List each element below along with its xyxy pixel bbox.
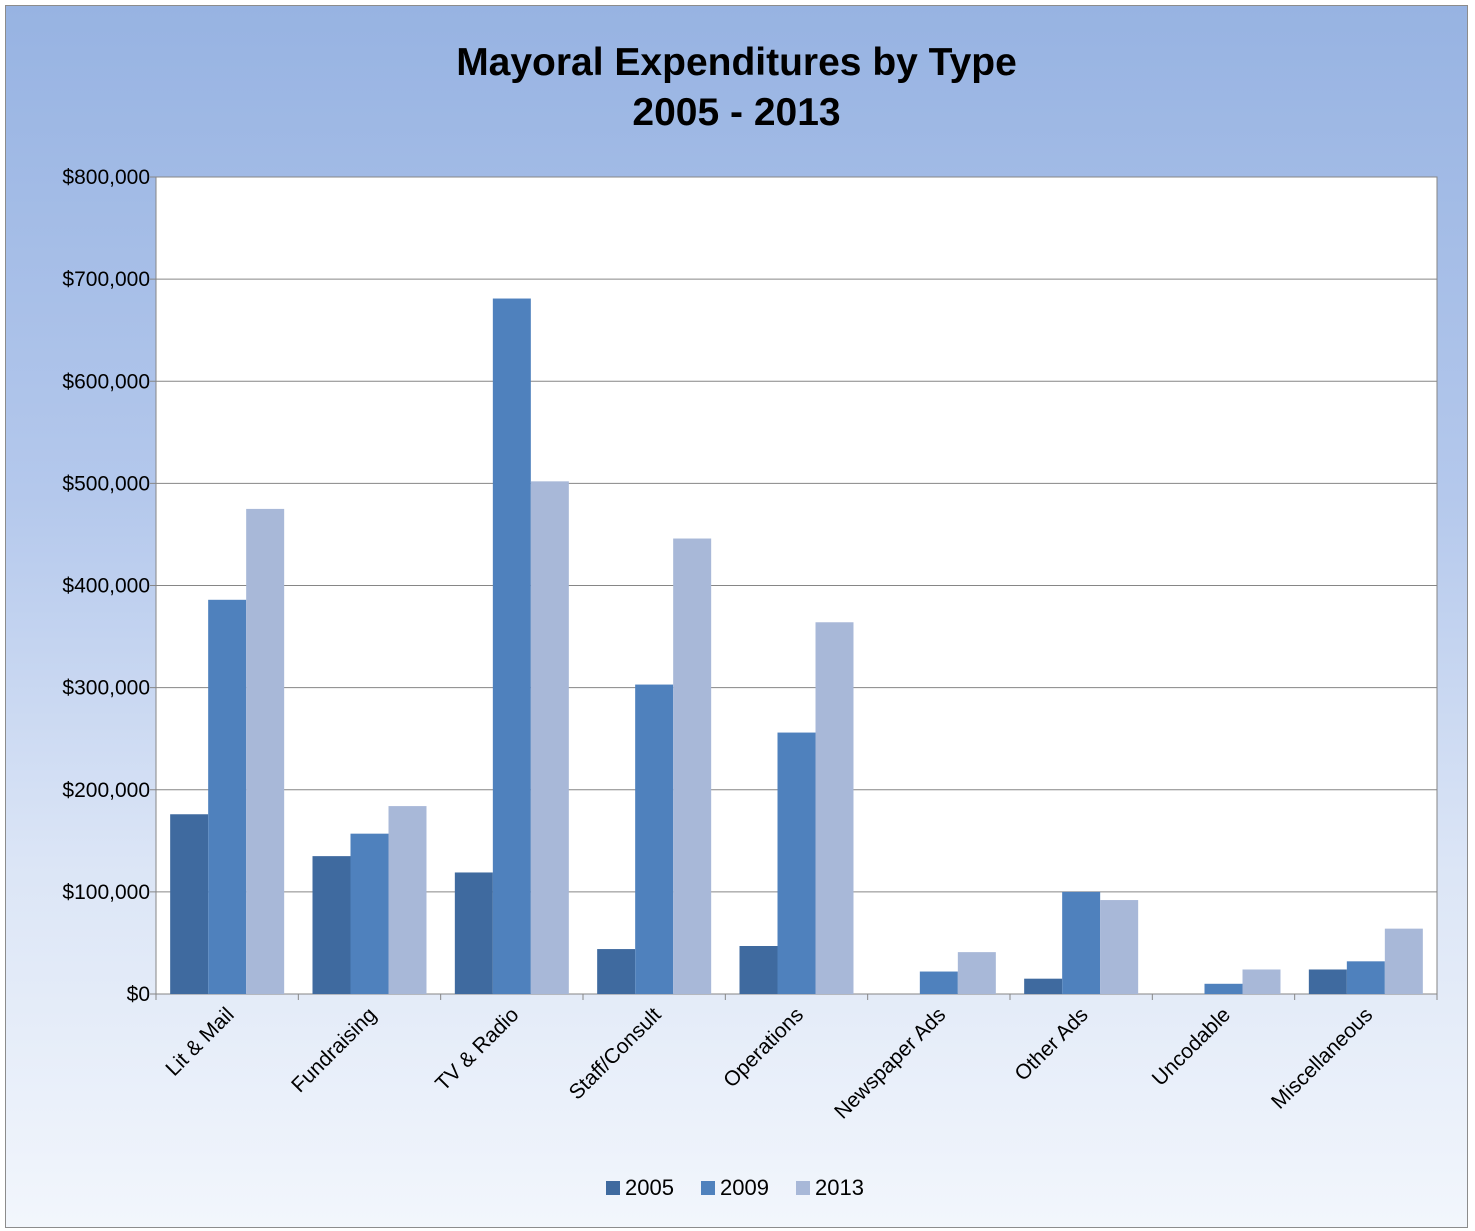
legend-swatch-2005 bbox=[606, 1181, 620, 1195]
y-tick-label: $300,000 bbox=[62, 677, 150, 700]
bar-2005 bbox=[739, 946, 778, 994]
bar-2013 bbox=[1242, 969, 1281, 994]
y-tick-label: $500,000 bbox=[62, 472, 150, 495]
bar-2009 bbox=[208, 599, 247, 994]
bar-2013 bbox=[673, 538, 712, 994]
y-tick-label: $600,000 bbox=[62, 370, 150, 393]
x-tick-label: TV & Radio bbox=[431, 1003, 523, 1095]
bar-2013 bbox=[388, 806, 427, 994]
bar-2009 bbox=[1062, 891, 1101, 994]
y-tick-label: $700,000 bbox=[62, 268, 150, 291]
y-tick-label: $400,000 bbox=[62, 575, 150, 598]
x-tick-label: Miscellaneous bbox=[1267, 1003, 1377, 1113]
x-tick-label: Lit & Mail bbox=[161, 1003, 238, 1080]
x-tick-label: Fundraising bbox=[287, 1003, 381, 1097]
bar-2009 bbox=[1204, 983, 1243, 994]
bar-2005 bbox=[312, 856, 351, 994]
bar-2013 bbox=[530, 481, 569, 994]
bar-2009 bbox=[1346, 961, 1385, 994]
legend-label-2013: 2013 bbox=[815, 1175, 864, 1200]
chart-frame: Mayoral Expenditures by Type 2005 - 2013… bbox=[5, 5, 1468, 1228]
bar-2009 bbox=[919, 971, 958, 994]
legend-swatch-2013 bbox=[796, 1181, 810, 1195]
legend-label-2009: 2009 bbox=[720, 1175, 769, 1200]
bar-2009 bbox=[492, 298, 531, 994]
bar-2005 bbox=[454, 872, 493, 994]
bar-2013 bbox=[1384, 928, 1423, 994]
bar-2013 bbox=[957, 952, 996, 994]
legend-swatch-2009 bbox=[701, 1181, 715, 1195]
bar-2005 bbox=[1024, 978, 1063, 994]
x-tick-label: Other Ads bbox=[1010, 1003, 1092, 1085]
bar-2005 bbox=[170, 814, 209, 994]
bar-2009 bbox=[777, 732, 816, 994]
bar-2013 bbox=[815, 622, 854, 994]
x-tick-label: Staff/Consult bbox=[565, 1003, 666, 1104]
chart-title: Mayoral Expenditures by Type 2005 - 2013 bbox=[6, 38, 1467, 138]
y-tick-label: $100,000 bbox=[62, 881, 150, 904]
bar-2013 bbox=[246, 508, 285, 994]
x-tick-label: Newspaper Ads bbox=[830, 1003, 950, 1123]
legend-label-2005: 2005 bbox=[625, 1175, 674, 1200]
y-tick-label: $800,000 bbox=[62, 166, 150, 189]
bar-2005 bbox=[597, 949, 636, 994]
y-tick-label: $0 bbox=[127, 983, 150, 1006]
chart-svg: $0 $100,000 $200,000 $300,000 $400,000 $500,0… bbox=[62, 166, 1438, 1200]
x-tick-label: Uncodable bbox=[1148, 1003, 1235, 1090]
bar-2005 bbox=[1308, 969, 1347, 994]
x-tick-label: Operations bbox=[719, 1003, 808, 1092]
chart-title-line2: 2005 - 2013 bbox=[632, 91, 841, 134]
bar-2009 bbox=[350, 833, 389, 994]
chart-title-line1: Mayoral Expenditures by Type bbox=[456, 41, 1017, 84]
bar-2009 bbox=[635, 684, 674, 994]
y-tick-label: $200,000 bbox=[62, 779, 150, 802]
bar-2013 bbox=[1100, 900, 1139, 994]
